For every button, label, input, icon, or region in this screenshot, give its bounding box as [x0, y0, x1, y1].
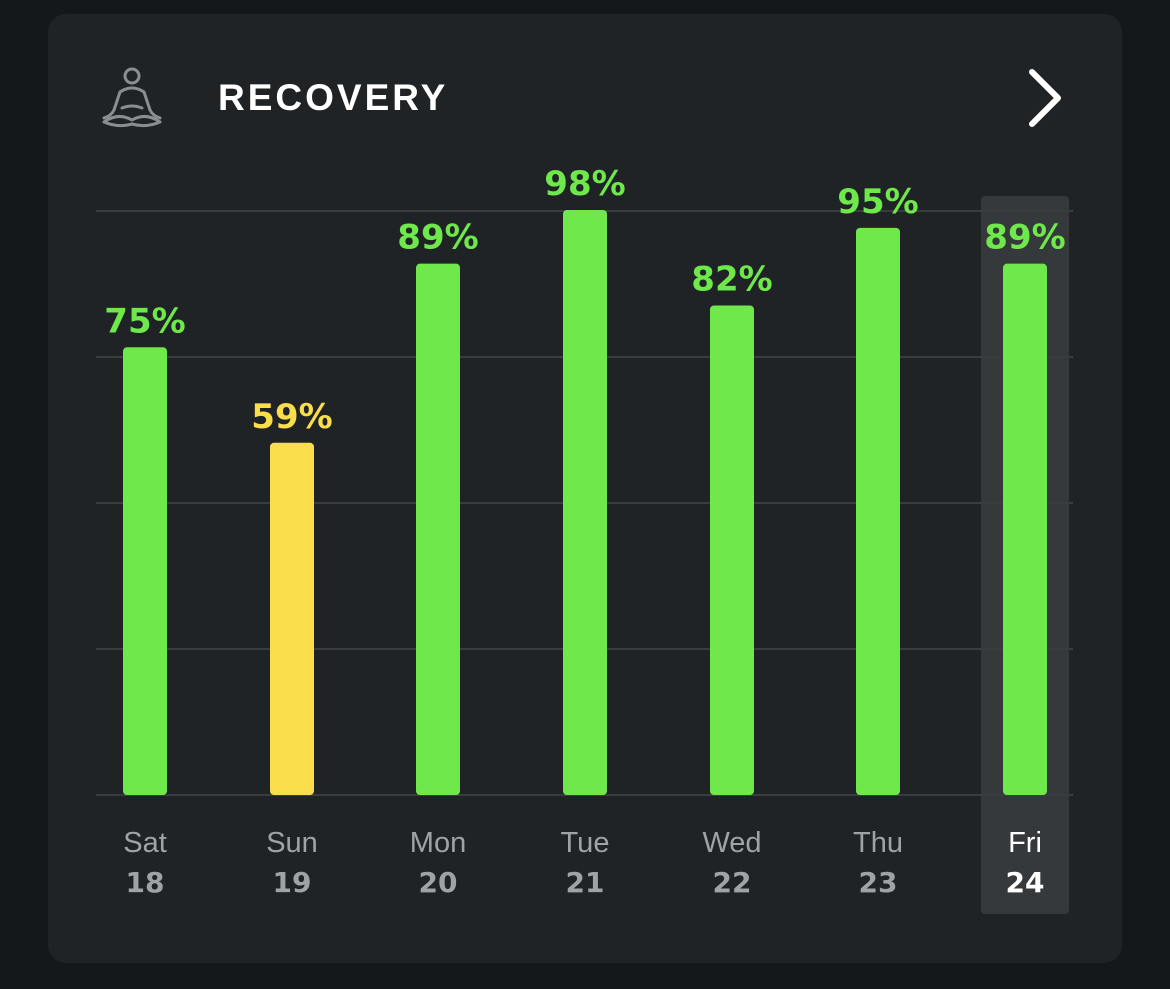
- meditation-icon: [102, 67, 162, 128]
- value-label: 75%: [104, 301, 185, 341]
- bar-thu[interactable]: [856, 227, 900, 796]
- day-label[interactable]: Wed: [702, 827, 761, 859]
- chevron-right-icon[interactable]: [1020, 66, 1068, 130]
- date-label[interactable]: 24: [1006, 866, 1045, 899]
- bar-sun[interactable]: [270, 442, 314, 795]
- bar-tue[interactable]: [563, 209, 607, 795]
- value-label: 98%: [544, 164, 625, 204]
- bar-wed[interactable]: [710, 305, 754, 795]
- day-label[interactable]: Sun: [266, 827, 318, 859]
- date-label[interactable]: 20: [419, 866, 458, 899]
- date-label[interactable]: 22: [713, 866, 752, 899]
- bar-sat[interactable]: [123, 347, 167, 795]
- value-label: 89%: [397, 218, 478, 258]
- value-label: 59%: [251, 397, 332, 437]
- day-label[interactable]: Mon: [410, 827, 466, 859]
- value-label: 89%: [984, 218, 1065, 258]
- value-label: 95%: [837, 182, 918, 222]
- day-label[interactable]: Thu: [853, 827, 903, 859]
- bar-fri[interactable]: [1003, 263, 1047, 795]
- value-label: 82%: [691, 259, 772, 299]
- date-label[interactable]: 19: [273, 866, 312, 899]
- day-label[interactable]: Tue: [561, 827, 610, 859]
- bar-mon[interactable]: [416, 263, 460, 795]
- card-title: RECOVERY: [218, 77, 449, 118]
- date-label[interactable]: 23: [859, 866, 898, 899]
- day-label[interactable]: Sat: [123, 827, 167, 859]
- date-label[interactable]: 21: [566, 866, 605, 899]
- day-label[interactable]: Fri: [1008, 827, 1042, 859]
- date-label[interactable]: 18: [126, 866, 165, 899]
